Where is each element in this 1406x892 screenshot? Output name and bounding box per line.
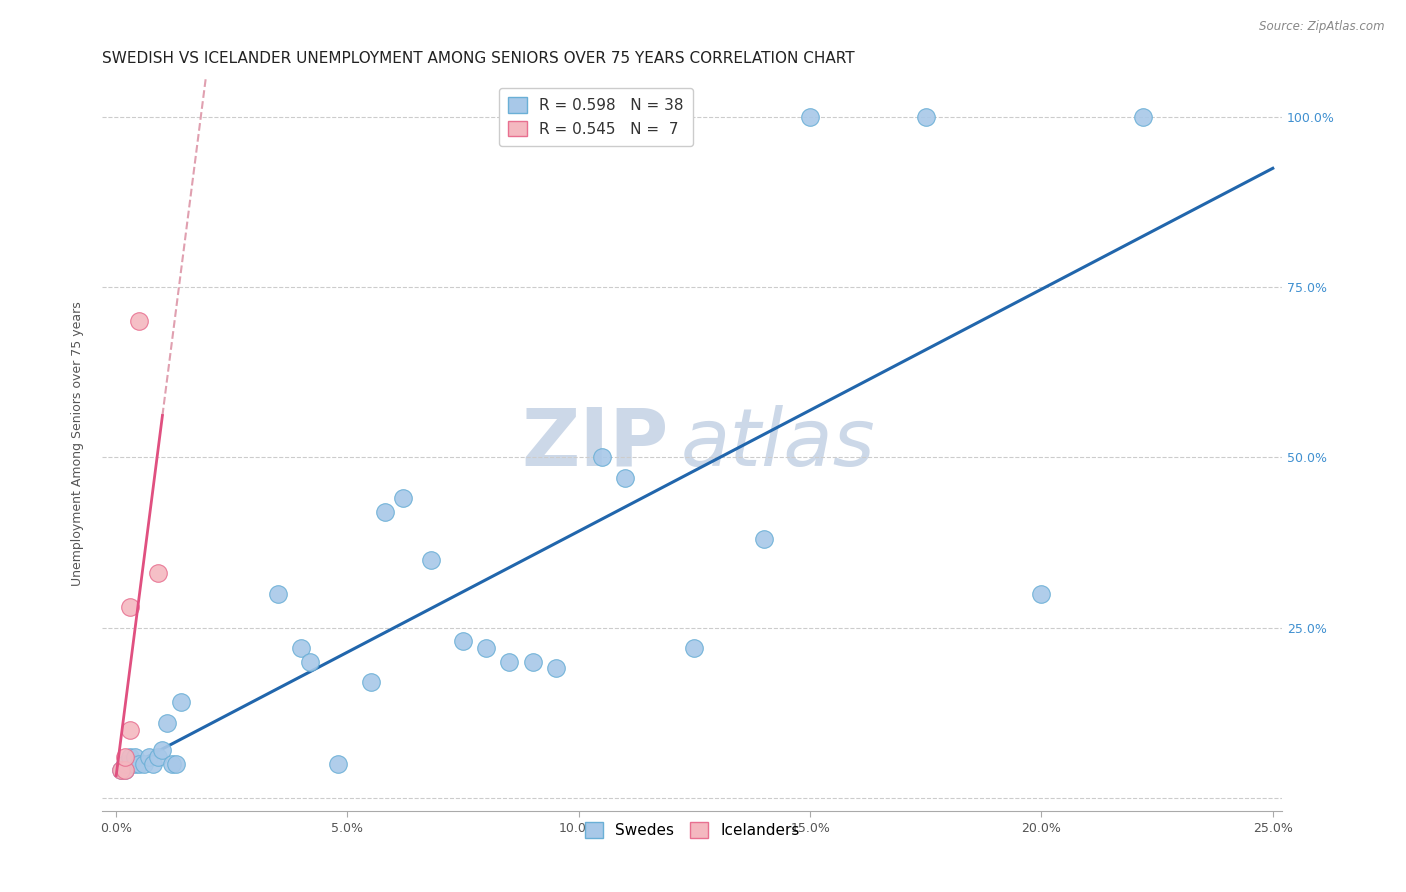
Point [110,764,132,778]
Point [267,586,290,600]
Point [1031,586,1053,600]
Point [118,756,141,771]
Point [132,756,155,771]
Point [914,111,936,125]
Point [498,655,520,669]
Point [138,749,160,764]
Point [290,640,312,655]
Point [146,749,169,764]
Point [124,756,146,771]
Point [451,634,474,648]
Point [799,111,821,125]
Point [614,471,637,485]
Text: Source: ZipAtlas.com: Source: ZipAtlas.com [1260,20,1385,33]
Point [118,723,141,737]
Point [328,756,350,771]
Point [392,491,415,506]
Point [419,552,441,566]
Point [165,756,187,771]
Point [360,675,382,690]
Point [152,743,174,757]
Point [114,749,136,764]
Legend: Swedes, Icelanders: Swedes, Icelanders [579,816,806,844]
Point [170,695,193,709]
Point [752,532,775,546]
Point [128,314,150,328]
Point [591,450,613,465]
Point [160,756,183,771]
Point [124,749,146,764]
Point [142,756,165,771]
Point [475,640,498,655]
Text: atlas: atlas [681,405,875,483]
Point [146,566,169,581]
Point [114,764,136,778]
Point [114,764,136,778]
Point [373,505,395,519]
Point [118,749,141,764]
Point [299,655,322,669]
Point [114,756,136,771]
Point [1132,111,1154,125]
Y-axis label: Unemployment Among Seniors over 75 years: Unemployment Among Seniors over 75 years [72,301,84,586]
Point [118,600,141,615]
Point [128,756,150,771]
Point [110,764,132,778]
Point [522,655,544,669]
Point [544,661,567,675]
Point [156,715,179,730]
Text: SWEDISH VS ICELANDER UNEMPLOYMENT AMONG SENIORS OVER 75 YEARS CORRELATION CHART: SWEDISH VS ICELANDER UNEMPLOYMENT AMONG … [103,51,855,66]
Text: ZIP: ZIP [522,405,669,483]
Point [683,640,706,655]
